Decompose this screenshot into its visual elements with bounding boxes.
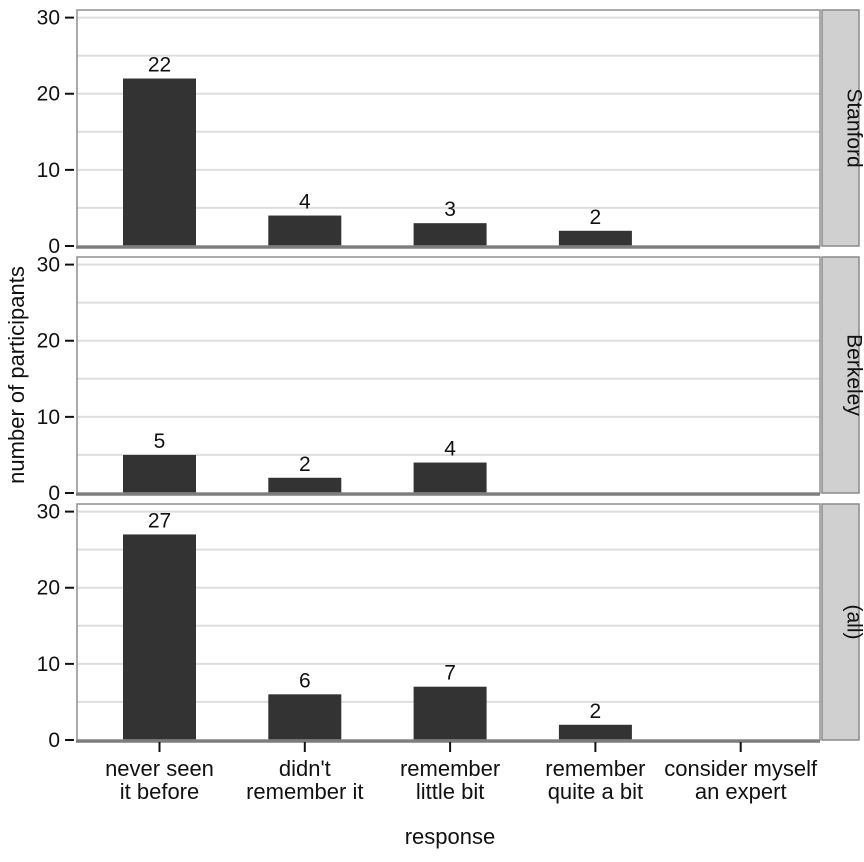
y-tick-label: 10 (37, 653, 60, 676)
bar-value-label: 22 (148, 54, 171, 77)
y-tick-label: 0 (48, 729, 60, 752)
bar-value-label: 7 (444, 662, 456, 685)
y-tick-label: 20 (37, 330, 60, 353)
bar-all-3 (559, 725, 632, 740)
bar-value-label: 27 (148, 509, 171, 532)
x-tick-label-line1: remember (400, 756, 500, 781)
y-tick-label: 20 (37, 83, 60, 106)
y-tick-label: 30 (37, 501, 60, 524)
y-tick-label: 30 (37, 7, 60, 30)
bar-stanford-1 (268, 216, 341, 246)
x-tick-label-line1: didn't (279, 756, 331, 781)
bar-value-label: 2 (590, 206, 602, 229)
bar-value-label: 3 (444, 198, 456, 221)
bar-value-label: 2 (299, 453, 311, 476)
bar-value-label: 4 (299, 191, 311, 214)
x-tick-label-line2: quite a bit (548, 779, 643, 804)
x-tick-label-line1: consider myself (664, 756, 818, 781)
x-tick-label-line1: never seen (105, 756, 214, 781)
x-tick-label-line2: an expert (695, 779, 787, 804)
facet-strip-label: Berkeley (843, 334, 864, 416)
bar-stanford-2 (414, 223, 487, 246)
bar-stanford-0 (123, 79, 196, 246)
bar-value-label: 6 (299, 669, 311, 692)
x-tick-label-line2: remember it (246, 779, 363, 804)
bar-value-label: 2 (590, 700, 602, 723)
y-tick-label: 20 (37, 577, 60, 600)
bar-all-0 (123, 534, 196, 740)
bar-stanford-3 (559, 231, 632, 246)
x-axis-title: response (405, 824, 496, 849)
y-tick-label: 10 (37, 406, 60, 429)
y-axis-title: number of participants (4, 266, 29, 484)
bar-berkeley-1 (268, 478, 341, 493)
x-tick-label-line2: it before (120, 779, 200, 804)
x-tick-label-line2: little bit (416, 779, 484, 804)
bar-all-2 (414, 687, 487, 740)
y-tick-label: 30 (37, 254, 60, 277)
bar-berkeley-2 (414, 463, 487, 493)
facet-strip-label: Stanford (843, 88, 864, 167)
bar-berkeley-0 (123, 455, 196, 493)
facet-strip-label: (all) (843, 605, 864, 640)
y-tick-label: 10 (37, 159, 60, 182)
bar-value-label: 5 (154, 430, 166, 453)
bar-all-1 (268, 694, 341, 740)
bar-value-label: 4 (444, 438, 456, 461)
x-tick-label-line1: remember (545, 756, 645, 781)
